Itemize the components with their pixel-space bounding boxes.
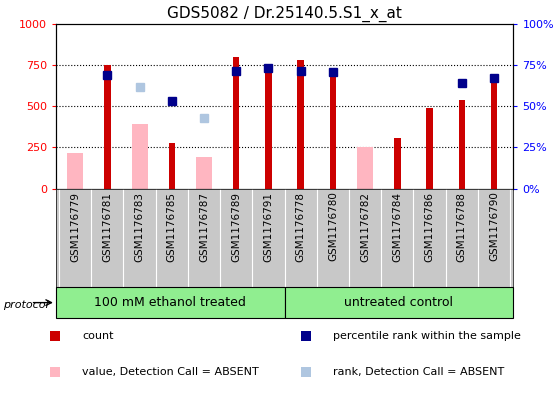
Text: GSM1176789: GSM1176789 bbox=[231, 191, 241, 262]
Text: GSM1176791: GSM1176791 bbox=[263, 191, 273, 262]
Bar bbox=[357, 147, 373, 189]
Bar bbox=[132, 124, 148, 189]
Text: GSM1176779: GSM1176779 bbox=[70, 191, 80, 262]
Title: GDS5082 / Dr.25140.5.S1_x_at: GDS5082 / Dr.25140.5.S1_x_at bbox=[167, 6, 402, 22]
Bar bbox=[426, 108, 433, 189]
Bar bbox=[67, 153, 83, 189]
Text: protocol: protocol bbox=[3, 299, 49, 310]
Text: GSM1176787: GSM1176787 bbox=[199, 191, 209, 262]
Text: count: count bbox=[83, 331, 114, 342]
Text: GSM1176783: GSM1176783 bbox=[134, 191, 145, 262]
Bar bbox=[491, 80, 497, 189]
Bar bbox=[285, 287, 513, 318]
Text: percentile rank within the sample: percentile rank within the sample bbox=[334, 331, 521, 342]
Bar bbox=[394, 138, 401, 189]
Text: GSM1176790: GSM1176790 bbox=[489, 191, 499, 261]
Bar bbox=[459, 100, 465, 189]
Bar bbox=[233, 57, 239, 189]
Text: GSM1176786: GSM1176786 bbox=[425, 191, 435, 262]
Bar bbox=[56, 287, 285, 318]
Text: GSM1176782: GSM1176782 bbox=[360, 191, 370, 262]
Bar bbox=[196, 157, 212, 189]
Text: GSM1176785: GSM1176785 bbox=[167, 191, 177, 262]
Text: rank, Detection Call = ABSENT: rank, Detection Call = ABSENT bbox=[334, 367, 504, 377]
Bar bbox=[104, 65, 110, 189]
Text: GSM1176780: GSM1176780 bbox=[328, 191, 338, 261]
Bar bbox=[330, 73, 336, 189]
Text: GSM1176784: GSM1176784 bbox=[392, 191, 402, 262]
Bar bbox=[265, 73, 272, 189]
Bar bbox=[297, 60, 304, 189]
Bar bbox=[169, 143, 175, 189]
Text: GSM1176778: GSM1176778 bbox=[296, 191, 306, 262]
Text: GSM1176788: GSM1176788 bbox=[457, 191, 467, 262]
Text: 100 mM ethanol treated: 100 mM ethanol treated bbox=[94, 296, 246, 309]
Text: value, Detection Call = ABSENT: value, Detection Call = ABSENT bbox=[83, 367, 259, 377]
Text: GSM1176781: GSM1176781 bbox=[102, 191, 112, 262]
Text: untreated control: untreated control bbox=[344, 296, 454, 309]
